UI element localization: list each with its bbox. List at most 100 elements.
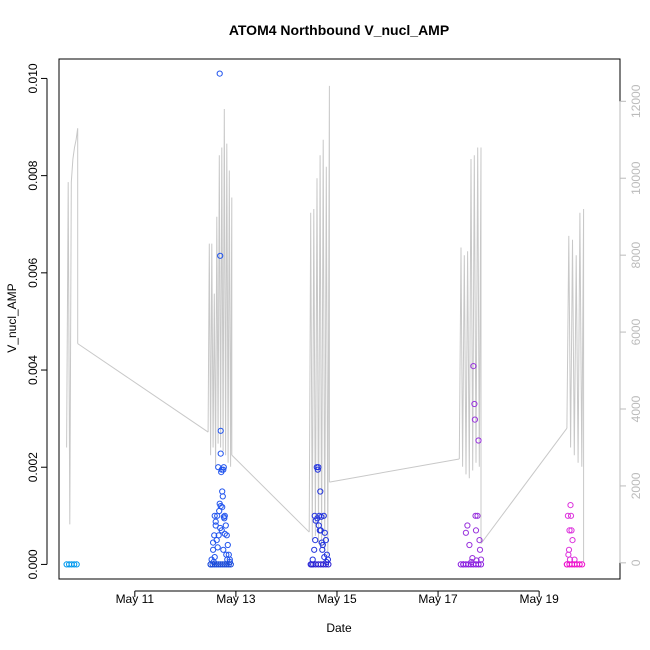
data-point xyxy=(227,561,234,568)
y-tick-label: 0.010 xyxy=(26,63,40,93)
y-tick-label: 0.000 xyxy=(26,549,40,579)
secondary-line-segment-2 xyxy=(308,85,330,556)
data-point xyxy=(464,522,471,529)
data-point xyxy=(567,512,575,519)
secondary-line-bridge-0 xyxy=(77,343,209,433)
data-point xyxy=(215,561,222,568)
x-axis-label: Date xyxy=(326,621,352,635)
y2-tick-label: 12000 xyxy=(629,84,643,118)
y-tick-label: 0.006 xyxy=(26,257,40,287)
data-point xyxy=(225,561,232,568)
data-point xyxy=(222,522,229,529)
x-tick-label: May 17 xyxy=(418,592,458,606)
x-tick-label: May 15 xyxy=(317,592,357,606)
data-point xyxy=(472,527,480,534)
data-point xyxy=(217,524,224,532)
y2-tick-label: 4000 xyxy=(629,395,643,422)
data-point xyxy=(314,466,321,473)
data-point xyxy=(211,512,218,519)
data-point xyxy=(216,70,223,77)
data-point xyxy=(219,504,226,511)
axes-layer: 0.000 0.002 0.004 0.006 0.008 0.010 0 2000 4000 6… xyxy=(26,63,643,606)
data-point xyxy=(210,546,217,553)
data-point xyxy=(217,503,224,510)
data-point xyxy=(223,561,230,568)
chart-title: ATOM4 Northbound V_nucl_AMP xyxy=(229,22,449,38)
data-point xyxy=(214,544,221,551)
y2-tick-label: 8000 xyxy=(629,241,643,268)
data-point xyxy=(476,546,484,553)
data-point xyxy=(476,537,483,544)
data-point xyxy=(211,532,218,539)
secondary-line-bridge-3 xyxy=(480,427,568,544)
data-point xyxy=(215,532,222,539)
data-point xyxy=(322,561,329,568)
data-point xyxy=(224,541,231,549)
data-point xyxy=(318,513,325,520)
data-point xyxy=(462,529,469,536)
secondary-line-segment-3 xyxy=(458,147,482,544)
data-point xyxy=(312,537,319,544)
data-point xyxy=(569,537,576,544)
data-point xyxy=(220,546,227,553)
data-point xyxy=(564,512,572,519)
secondary-line-layer xyxy=(66,85,585,563)
data-point xyxy=(321,554,328,561)
data-point xyxy=(211,561,218,568)
data-point xyxy=(314,515,321,522)
data-point xyxy=(565,546,573,553)
data-point xyxy=(220,464,227,471)
y-tick-label: 0.002 xyxy=(26,452,40,482)
data-point xyxy=(579,561,586,568)
data-point xyxy=(213,561,220,568)
data-point xyxy=(219,561,226,568)
data-point xyxy=(576,561,583,568)
secondary-line-bridge-1 xyxy=(231,454,310,533)
x-tick-label: May 13 xyxy=(216,592,256,606)
x-tick-label: May 19 xyxy=(519,592,559,606)
data-point xyxy=(221,512,228,519)
secondary-line-segment-4 xyxy=(566,208,585,563)
data-point xyxy=(475,561,482,568)
y-axis-label: V_nucl_AMP xyxy=(5,283,19,352)
secondary-line-bridge-2 xyxy=(329,458,460,483)
data-point xyxy=(221,561,228,568)
data-point xyxy=(471,400,478,408)
data-point xyxy=(207,561,214,568)
data-point xyxy=(325,561,332,568)
data-point xyxy=(217,252,224,259)
data-point xyxy=(217,427,224,434)
data-point xyxy=(477,561,485,568)
secondary-line-segment-1 xyxy=(207,108,233,467)
data-point xyxy=(219,493,226,500)
x-tick-label: May 11 xyxy=(116,592,155,606)
y2-tick-label: 10000 xyxy=(629,161,643,195)
data-point xyxy=(223,551,230,558)
data-point xyxy=(221,530,228,537)
data-point xyxy=(311,546,318,553)
data-point xyxy=(474,512,481,519)
y2-tick-label: 0 xyxy=(629,559,643,566)
data-point xyxy=(71,561,78,568)
data-point xyxy=(475,437,482,444)
data-point xyxy=(466,541,473,549)
data-point xyxy=(470,363,477,370)
data-point xyxy=(212,518,219,525)
data-point xyxy=(217,450,224,457)
data-point xyxy=(315,464,322,471)
data-point xyxy=(471,416,478,423)
data-point xyxy=(321,529,328,536)
data-point xyxy=(209,561,216,568)
data-point xyxy=(73,561,80,568)
data-point xyxy=(472,512,479,519)
data-points-layer xyxy=(63,70,586,568)
y-tick-label: 0.004 xyxy=(26,355,40,385)
data-point xyxy=(322,537,329,544)
data-point xyxy=(217,561,224,568)
data-point xyxy=(317,488,324,495)
data-point xyxy=(567,502,574,509)
data-point xyxy=(568,527,575,534)
data-point xyxy=(212,522,219,529)
data-point xyxy=(220,466,227,473)
